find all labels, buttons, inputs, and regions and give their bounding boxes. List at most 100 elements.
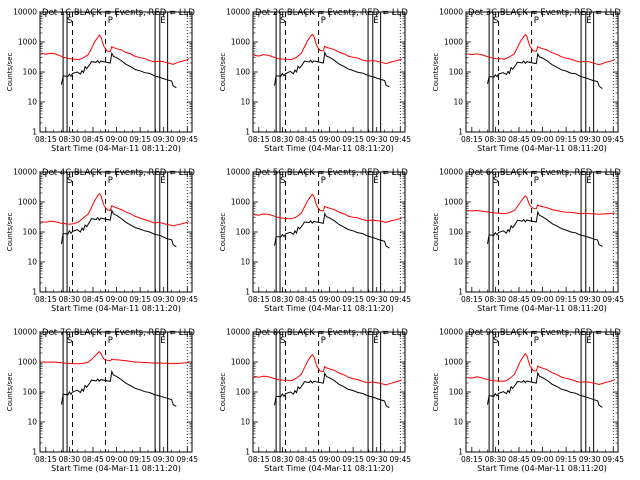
x-tick-label: 09:30 [579, 135, 601, 144]
marker-label: P [321, 336, 326, 346]
x-tick-label: 09:30 [366, 135, 388, 144]
y-tick-label: 10 [453, 418, 463, 427]
panel-det-6: 1 10 100 1000 10000 08:15 08:30 08:45 09:00 09:15… [432, 168, 624, 314]
x-tick-label: 09:15 [555, 455, 577, 464]
x-tick-label: 08:30 [272, 295, 294, 304]
y-tick-label: 10000 [439, 328, 463, 337]
marker-label: S [280, 176, 285, 186]
x-tick-label: 09:45 [602, 135, 624, 144]
marker-label: E [160, 16, 165, 26]
x-tick-label: 08:15 [35, 455, 57, 464]
x-tick-label: 09:00 [319, 455, 341, 464]
x-axis-label: Start Time (04-Mar-11 08:11:20) [51, 464, 181, 473]
x-axis-label: Start Time (04-Mar-11 08:11:20) [51, 144, 181, 153]
y-tick-label: 1 [458, 448, 463, 457]
marker-label: S [493, 176, 498, 186]
x-tick-label: 08:45 [82, 135, 104, 144]
y-tick-label: 10 [453, 98, 463, 107]
y-tick-label: 100 [449, 388, 464, 397]
y-tick-label: 10000 [226, 168, 250, 177]
series-line-events [274, 371, 390, 409]
y-axis-label: Counts/sec [219, 53, 227, 92]
y-tick-label: 100 [236, 68, 251, 77]
panel-title: Det 1C BLACK = Events, RED = LLD [42, 8, 195, 18]
x-tick-label: 08:30 [59, 135, 81, 144]
x-axis-label: Start Time (04-Mar-11 08:11:20) [477, 464, 607, 473]
panel-det-4: 1 10 100 1000 10000 08:15 08:30 08:45 09:00 09:15… [6, 168, 198, 314]
x-tick-label: 08:15 [248, 455, 270, 464]
y-tick-label: 1 [32, 448, 37, 457]
x-tick-label: 09:15 [555, 295, 577, 304]
marker-label: E [373, 336, 378, 346]
series-line-lld [40, 34, 190, 65]
x-axis-label: Start Time (04-Mar-11 08:11:20) [264, 464, 394, 473]
y-tick-label: 1 [458, 288, 463, 297]
marker-label: E [373, 16, 378, 26]
y-tick-label: 100 [23, 68, 38, 77]
x-tick-label: 09:15 [129, 135, 151, 144]
x-axis-label: Start Time (04-Mar-11 08:11:20) [477, 304, 607, 313]
x-tick-label: 09:15 [129, 295, 151, 304]
x-tick-label: 09:30 [579, 455, 601, 464]
marker-label: P [321, 176, 326, 186]
y-tick-label: 100 [23, 228, 38, 237]
series-line-lld [41, 192, 190, 227]
panel-title: Det 9C BLACK = Events, RED = LLD [468, 328, 621, 338]
x-tick-label: 09:45 [602, 295, 624, 304]
panel-title: Det 8C BLACK = Events, RED = LLD [255, 328, 408, 338]
x-axis-label: Start Time (04-Mar-11 08:11:20) [477, 144, 607, 153]
x-tick-label: 08:15 [461, 135, 483, 144]
marker-label: S [67, 336, 72, 346]
x-tick-label: 08:45 [82, 455, 104, 464]
y-axis-label: Counts/sec [6, 213, 14, 252]
panel-det-9: 1 10 100 1000 10000 08:15 08:30 08:45 09:00 09:15… [432, 328, 624, 474]
x-tick-label: 08:30 [485, 295, 507, 304]
marker-label: E [160, 336, 165, 346]
x-tick-label: 09:00 [319, 295, 341, 304]
x-tick-label: 08:15 [461, 295, 483, 304]
x-tick-label: 09:15 [129, 455, 151, 464]
y-tick-label: 1 [458, 128, 463, 137]
y-axis-label: Counts/sec [432, 53, 440, 92]
series-line-events [274, 50, 390, 88]
x-tick-label: 09:00 [106, 295, 128, 304]
marker-label: P [108, 336, 113, 346]
panel-det-3: 1 10 100 1000 10000 08:15 08:30 08:45 09:00 09:15… [432, 8, 624, 154]
x-tick-label: 08:15 [35, 135, 57, 144]
panel-det-5: 1 10 100 1000 10000 08:15 08:30 08:45 09:00 09:15… [219, 168, 411, 314]
y-tick-label: 1 [32, 128, 37, 137]
marker-label: S [280, 16, 285, 26]
y-axis-label: Counts/sec [6, 373, 14, 412]
x-tick-label: 09:30 [366, 295, 388, 304]
series-line-lld [254, 193, 403, 223]
y-tick-label: 1 [245, 288, 250, 297]
series-line-lld [467, 33, 616, 66]
series-line-lld [467, 195, 615, 215]
series-line-events [487, 52, 603, 89]
y-tick-label: 10000 [439, 168, 463, 177]
y-tick-label: 1000 [231, 198, 250, 207]
x-tick-label: 08:45 [295, 135, 317, 144]
series-line-lld [41, 351, 189, 365]
y-tick-label: 10000 [439, 8, 463, 17]
panel-det-7: 1 10 100 1000 10000 08:15 08:30 08:45 09:00 09:15… [6, 328, 198, 474]
series-line-events [61, 369, 177, 407]
x-tick-label: 08:30 [272, 455, 294, 464]
panel-det-2: 1 10 100 1000 10000 08:15 08:30 08:45 09:00 09:15… [219, 8, 411, 154]
panel-det-1: 1 10 100 1000 10000 08:15 08:30 08:45 09:00 09:15… [6, 8, 198, 154]
y-tick-label: 1000 [18, 358, 37, 367]
y-axis-label: Counts/sec [219, 373, 227, 412]
y-axis-label: Counts/sec [6, 53, 14, 92]
marker-label: E [373, 176, 378, 186]
x-axis-label: Start Time (04-Mar-11 08:11:20) [264, 304, 394, 313]
y-tick-label: 100 [236, 228, 251, 237]
y-tick-label: 10000 [226, 8, 250, 17]
x-tick-label: 09:15 [342, 295, 364, 304]
y-tick-label: 1000 [231, 38, 250, 47]
x-tick-label: 09:30 [153, 295, 175, 304]
y-tick-label: 100 [236, 388, 251, 397]
y-tick-label: 10 [27, 258, 37, 267]
x-tick-label: 09:15 [342, 455, 364, 464]
x-tick-label: 09:00 [106, 135, 128, 144]
y-tick-label: 10000 [226, 328, 250, 337]
